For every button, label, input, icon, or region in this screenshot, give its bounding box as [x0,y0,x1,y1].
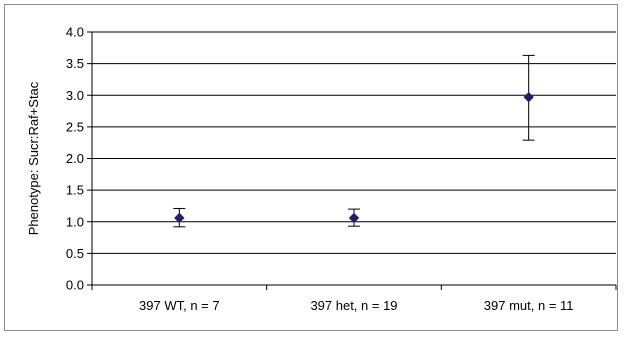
data-point [174,212,185,224]
axes [87,31,617,290]
x-tick-label: 397 mut, n = 11 [484,298,574,313]
data-point [523,91,534,103]
x-tick-label: 397 het, n = 19 [310,298,397,313]
x-tick-labels: 397 WT, n = 7 397 het, n = 19 397 mut, n =… [139,298,573,313]
y-tick-label: 3.0 [66,88,84,103]
y-tick-label: 1.5 [66,183,84,198]
chart-area [4,4,618,331]
y-tick-label: 4.0 [66,25,84,40]
y-tick-label: 3.5 [66,56,84,71]
y-tick-label: 1.0 [66,214,84,229]
data-point [348,212,360,224]
y-tick-label: 2.5 [66,119,84,134]
y-tick-label: 2.0 [66,151,84,166]
y-tick-label: 0.5 [66,246,84,261]
y-tick-labels: 0.0 0.5 1.0 1.5 2.0 2.5 3.0 3.5 4.0 [66,25,84,293]
data-points [173,54,535,228]
x-tick-label: 397 WT, n = 7 [139,298,220,313]
y-tick-label: 0.0 [66,278,84,293]
y-axis-title: Phenotype: Sucr:Raf+Stac [26,81,41,235]
